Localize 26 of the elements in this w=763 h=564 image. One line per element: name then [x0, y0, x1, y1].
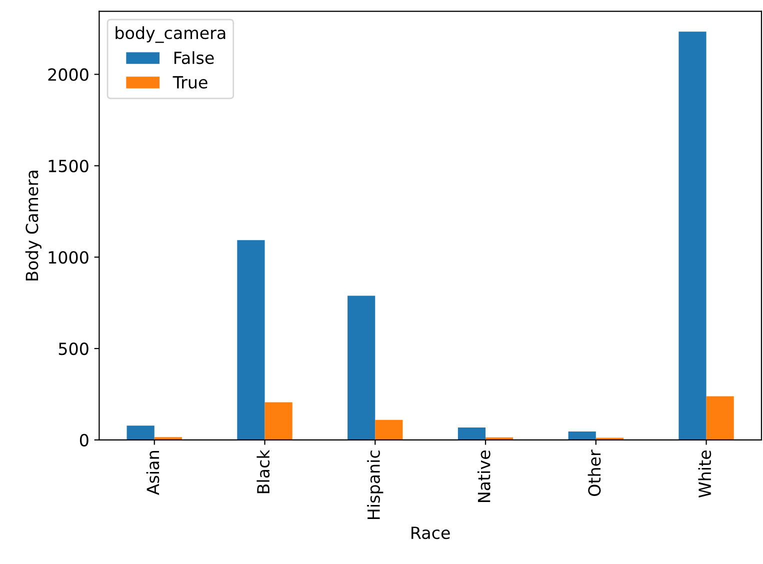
x-tick-label: White: [698, 450, 712, 498]
bar: [706, 396, 734, 440]
bar: [678, 32, 706, 440]
y-tick-label: 1000: [48, 251, 88, 264]
x-tick-label: Asian: [146, 451, 160, 495]
x-tick-label: Hispanic: [367, 450, 384, 520]
bar: [154, 437, 182, 440]
bar: [264, 402, 292, 440]
legend-title: body_camera: [116, 26, 226, 43]
y-tick-label: 1500: [48, 160, 88, 172]
y-tick-label: 500: [58, 342, 88, 356]
bar: [237, 240, 265, 440]
bar: [458, 427, 486, 440]
legend-label: True: [172, 76, 208, 89]
legend-label: False: [174, 51, 214, 64]
y-tick-label: 0: [80, 434, 88, 446]
y-axis-title: Body Camera: [25, 170, 42, 280]
y-tick-label: 2000: [48, 68, 88, 81]
x-tick-label: Native: [477, 450, 490, 502]
x-tick-label: Black: [256, 450, 270, 494]
bar: [126, 426, 154, 440]
bar: [375, 420, 403, 440]
x-axis-title: Race: [412, 526, 450, 540]
x-tick-label: Other: [588, 450, 601, 496]
bar: [568, 432, 596, 440]
bar: [348, 296, 376, 440]
